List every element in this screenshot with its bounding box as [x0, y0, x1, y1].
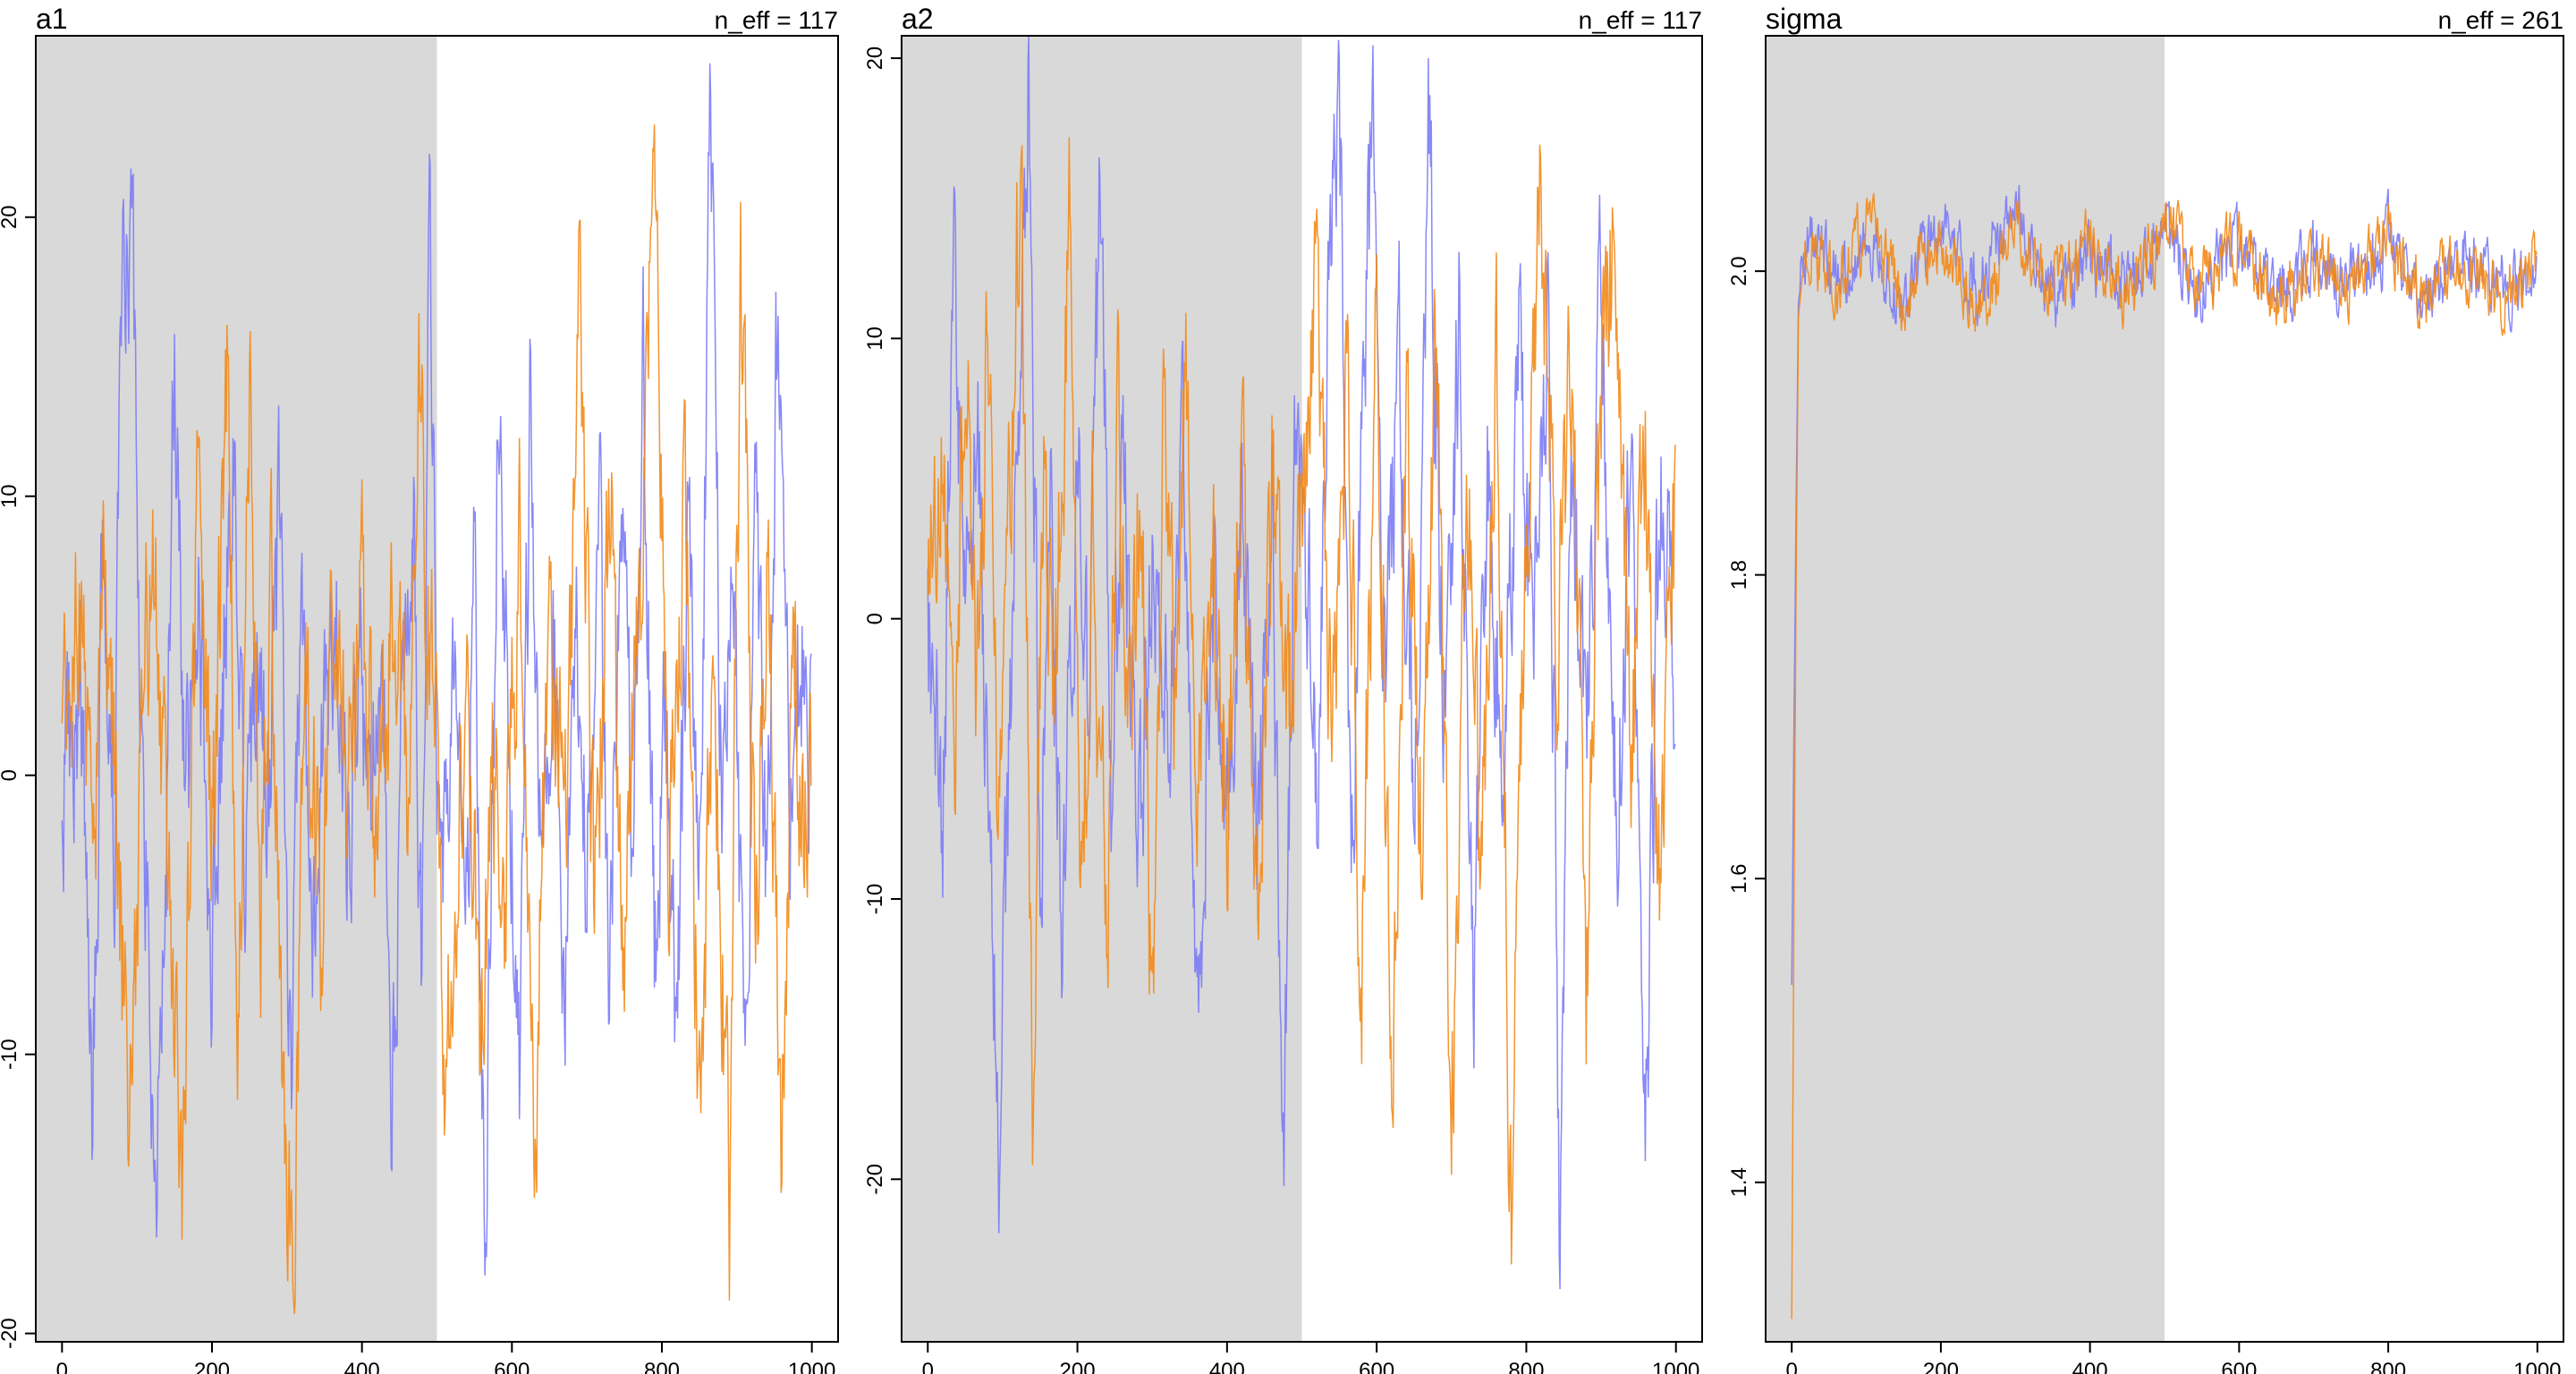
- plot-frame: [1765, 35, 2564, 1343]
- x-tick-label: 600: [1359, 1359, 1394, 1374]
- trace-panel-a2: 0 200 400 600 800 1000 -20 -10 0 10 20 a2 n_eff = 11…: [863, 3, 1703, 1374]
- x-tick-label: 1000: [788, 1359, 835, 1374]
- n-eff-label: n_eff = 117: [1579, 6, 1702, 34]
- y-tick-label: -10: [0, 1039, 21, 1070]
- x-tick-label: 800: [2370, 1359, 2406, 1374]
- warmup-region: [902, 36, 1302, 1342]
- y-tick-label: 10: [863, 327, 887, 351]
- x-tick-label: 600: [2221, 1359, 2257, 1374]
- chain-2-trace: [927, 137, 1676, 1265]
- x-tick-label: 0: [56, 1359, 68, 1374]
- x-tick-label: 400: [2072, 1359, 2108, 1374]
- x-tick-label: 600: [494, 1359, 530, 1374]
- n-eff-label: n_eff = 261: [2438, 6, 2563, 34]
- x-tick-label: 200: [1060, 1359, 1096, 1374]
- panel-title: sigma: [1766, 3, 1843, 35]
- y-tick-label: 0: [863, 613, 887, 624]
- y-tick-label: -20: [863, 1164, 887, 1195]
- x-tick-label: 0: [922, 1359, 934, 1374]
- x-tick-label: 800: [1508, 1359, 1544, 1374]
- trace-panel-a1: 0 200 400 600 800 1000 -20 -10 0 10 20 a1 n_eff = 11…: [0, 3, 839, 1374]
- trace-panel-sigma: 0 200 400 600 800 1000 1.4 1.6 1.8 2.0 sigma n_eff …: [1727, 3, 2564, 1374]
- chain-2-trace: [1791, 192, 2538, 1319]
- plot-frame: [35, 35, 839, 1343]
- x-tick-label: 400: [1209, 1359, 1245, 1374]
- y-tick-label: 1.4: [1727, 1167, 1751, 1197]
- x-tick-label: 1000: [1652, 1359, 1699, 1374]
- y-tick-label: 2.0: [1727, 256, 1751, 285]
- n-eff-label: n_eff = 117: [715, 6, 838, 34]
- y-tick-label: -10: [863, 884, 887, 915]
- chain-1-trace: [61, 63, 812, 1276]
- chain-2-trace: [61, 123, 812, 1315]
- x-tick-label: 200: [1923, 1359, 1959, 1374]
- x-tick-label: 800: [644, 1359, 680, 1374]
- panel-title: a2: [902, 3, 934, 35]
- y-tick-label: 20: [863, 47, 887, 71]
- x-tick-label: 1000: [2513, 1359, 2561, 1374]
- x-tick-label: 0: [1785, 1359, 1797, 1374]
- x-tick-label: 200: [194, 1359, 230, 1374]
- y-tick-label: 1.8: [1727, 560, 1751, 589]
- y-tick-label: -20: [0, 1318, 21, 1349]
- chain-1-trace: [927, 35, 1676, 1290]
- y-tick-label: 10: [0, 484, 21, 508]
- plot-frame: [901, 35, 1703, 1343]
- panel-title: a1: [36, 3, 68, 35]
- y-tick-label: 0: [0, 769, 21, 781]
- warmup-region: [36, 36, 437, 1342]
- y-tick-label: 20: [0, 205, 21, 229]
- y-tick-label: 1.6: [1727, 864, 1751, 894]
- x-tick-label: 400: [344, 1359, 380, 1374]
